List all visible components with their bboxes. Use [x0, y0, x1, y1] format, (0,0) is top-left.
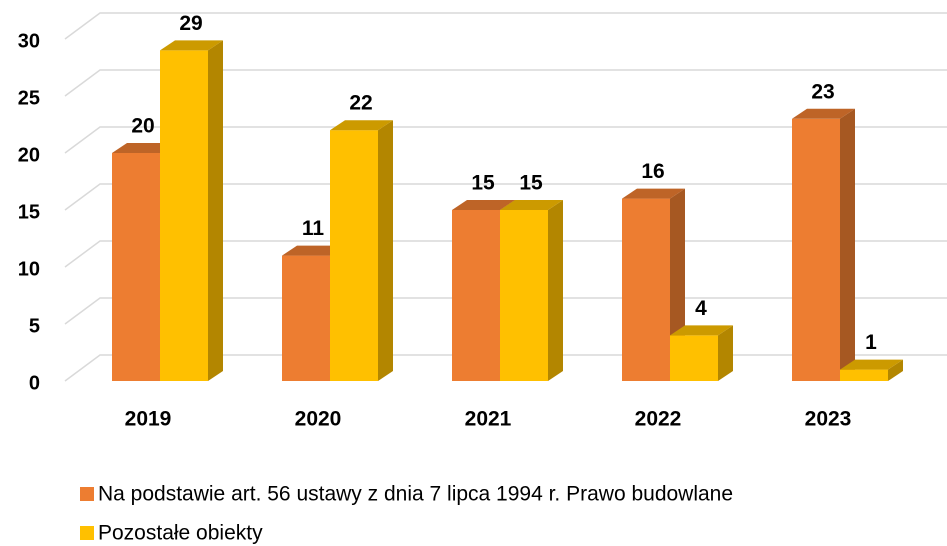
bar	[282, 255, 330, 381]
bar-top	[622, 188, 685, 199]
bar-side	[718, 325, 733, 381]
legend-swatch	[80, 526, 94, 540]
bar	[160, 50, 208, 382]
x-tick-label: 2023	[805, 408, 852, 431]
y-tick-label: 20	[18, 144, 40, 166]
data-label: 20	[131, 115, 154, 138]
data-label: 29	[179, 12, 202, 35]
bar	[792, 118, 840, 382]
bar-side	[378, 120, 393, 381]
data-label: 11	[302, 217, 325, 240]
bar-top	[160, 40, 223, 51]
grid-line	[64, 69, 947, 97]
x-tick-label: 2020	[295, 408, 342, 431]
legend-swatch	[80, 487, 94, 501]
y-tick-label: 30	[18, 30, 40, 52]
data-label: 15	[471, 172, 495, 195]
grid-line	[64, 183, 947, 211]
x-tick-label: 2022	[635, 408, 682, 431]
y-tick-label: 0	[29, 372, 40, 394]
data-label: 22	[349, 92, 372, 115]
data-label: 15	[519, 172, 543, 195]
bar-side	[548, 200, 563, 381]
legend-label: Na podstawie art. 56 ustawy z dnia 7 lip…	[98, 483, 733, 506]
bar	[452, 210, 500, 381]
bar-side	[888, 359, 903, 381]
bar-top	[792, 108, 855, 119]
legend-label: Pozostałe obiekty	[98, 522, 263, 545]
data-label: 1	[865, 331, 877, 354]
bar-top	[282, 245, 345, 256]
y-tick-label: 25	[18, 87, 40, 109]
x-tick-label: 2019	[125, 408, 172, 431]
grid-line	[64, 12, 947, 40]
grid-line	[64, 126, 947, 154]
bar-side	[840, 108, 855, 382]
y-tick-label: 10	[18, 258, 40, 280]
bar-top	[452, 200, 515, 210]
bar	[330, 130, 378, 381]
data-label: 4	[695, 297, 707, 320]
bar	[622, 198, 670, 381]
bar-side	[208, 40, 223, 382]
x-tick-label: 2021	[465, 408, 512, 431]
bar	[500, 210, 548, 381]
data-label: 23	[811, 80, 834, 103]
bar-top	[330, 120, 393, 131]
bar-top	[112, 143, 175, 153]
y-tick-label: 5	[29, 315, 40, 337]
bar-top	[840, 359, 903, 370]
data-label: 16	[641, 160, 664, 183]
bar	[670, 335, 718, 381]
y-tick-label: 15	[18, 201, 40, 223]
bar	[112, 153, 160, 381]
bar	[840, 369, 888, 381]
bar-top	[670, 325, 733, 336]
bar-top	[500, 200, 563, 210]
